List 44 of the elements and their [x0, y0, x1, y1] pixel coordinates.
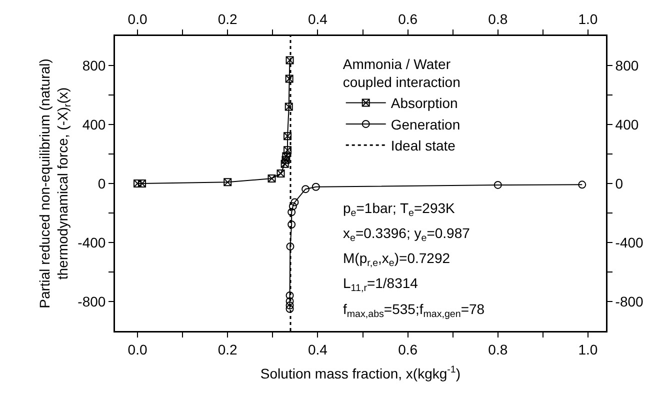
- annotation: M(p$_{r,e}$,x$_{e}$)=0.7292: [343, 250, 450, 269]
- x2-tick-label: 0.0: [128, 341, 148, 358]
- point: [282, 156, 290, 164]
- point: [312, 182, 320, 191]
- x2-tick-label: 0.4: [308, 341, 328, 358]
- point: [578, 180, 586, 189]
- y-tick-label: 0: [98, 175, 106, 192]
- x-axis-title: Solution mass fraction, x(kgkg$^{-1}$): [260, 364, 461, 382]
- legend-title: Ammonia / Water coupled interaction: [342, 56, 460, 90]
- y-tick-label: -800: [78, 293, 106, 310]
- y2-tick-label: -800: [615, 293, 644, 310]
- point: [138, 180, 146, 188]
- x-tick-label: 0.4: [308, 10, 328, 27]
- y2-tick-label: 400: [615, 116, 639, 132]
- y-tick-label: 400: [82, 116, 106, 132]
- x-tick-label: 0.8: [488, 10, 508, 27]
- annotation: L$_{11,r}$=1/8314: [343, 275, 418, 294]
- x-tick-label: 0.0: [128, 10, 148, 27]
- y2-tick-label: 800: [615, 57, 639, 74]
- legend-label: Ideal state: [390, 138, 456, 154]
- y-tick-label: -400: [78, 234, 106, 250]
- legend-label: Absorption: [390, 95, 458, 112]
- y2-tick-label: -400: [615, 234, 644, 250]
- point: [284, 132, 292, 140]
- y-tick-label: 800: [82, 57, 106, 74]
- x2-tick-label: 0.2: [218, 341, 238, 358]
- point: [286, 56, 294, 64]
- x-tick-label: 0.6: [398, 10, 418, 27]
- point: [134, 180, 142, 188]
- point: [268, 174, 276, 182]
- x2-tick-label: 1.0: [578, 341, 598, 358]
- x2-tick-label: 0.8: [488, 341, 508, 358]
- x2-tick-label: 0.6: [398, 341, 418, 358]
- annotation: f$_{max,abs}$=535;f$_{max,gen}$=78: [343, 301, 485, 320]
- annotation: p$_{e}$=1bar; T$_{e}$=293K: [343, 200, 456, 219]
- legend-label: Generation: [390, 116, 460, 132]
- annotation: x$_{e}$=0.3396; y$_{e}$=0.987: [343, 225, 470, 244]
- point: [285, 74, 294, 83]
- point: [276, 169, 285, 178]
- x-tick-label: 0.2: [218, 10, 238, 27]
- point: [224, 178, 232, 186]
- point: [284, 102, 293, 111]
- y2-tick-label: 0: [615, 175, 624, 192]
- x-tick-label: 1.0: [578, 10, 598, 27]
